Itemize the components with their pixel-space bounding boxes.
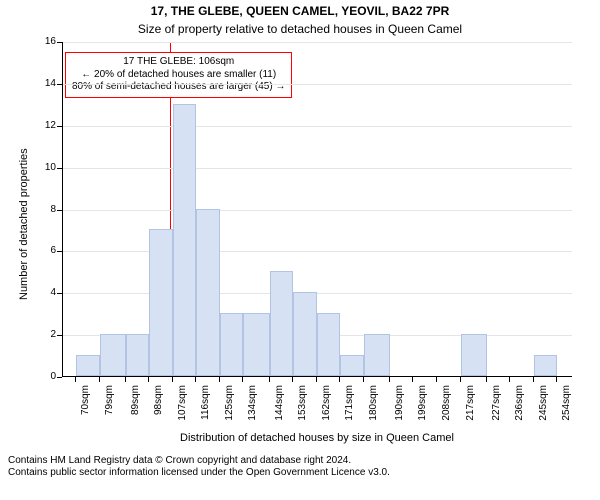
xtick-mark [242,377,243,382]
xtick-label: 180sqm [368,385,379,455]
xtick-label: 162sqm [321,385,332,455]
xtick-mark [389,377,390,382]
histogram-bar [100,334,126,376]
xtick-label: 227sqm [491,385,502,455]
histogram-bar [340,355,364,376]
xtick-mark [75,377,76,382]
histogram-bar [293,292,317,376]
chart-title: Size of property relative to detached ho… [0,22,600,36]
y-axis-label: Number of detached properties [18,148,30,300]
xtick-mark [412,377,413,382]
chart-supertitle: 17, THE GLEBE, QUEEN CAMEL, YEOVIL, BA22… [0,4,600,18]
annotation-line-2: ← 20% of detached houses are smaller (11… [72,69,285,82]
xtick-mark [219,377,220,382]
histogram-bar [126,334,150,376]
ytick-mark [57,126,62,127]
grid-line [63,251,572,252]
xtick-mark [292,377,293,382]
xtick-label: 107sqm [177,385,188,455]
footer-line-1: Contains HM Land Registry data © Crown c… [8,455,390,467]
xtick-label: 98sqm [153,385,164,455]
ytick-mark [57,293,62,294]
ytick-mark [57,377,62,378]
ytick-label: 16 [30,36,56,47]
histogram-bar [196,209,220,377]
xtick-label: 254sqm [561,385,572,455]
annotation-box: 17 THE GLEBE: 106sqm ← 20% of detached h… [65,52,292,98]
xtick-mark [99,377,100,382]
xtick-mark [195,377,196,382]
histogram-bar [461,334,487,376]
xtick-mark [148,377,149,382]
xtick-label: 70sqm [80,385,91,455]
xtick-mark [125,377,126,382]
xtick-label: 144sqm [274,385,285,455]
ytick-label: 8 [30,204,56,215]
xtick-mark [509,377,510,382]
annotation-line-1: 17 THE GLEBE: 106sqm [72,56,285,69]
histogram-bar [364,334,390,376]
ytick-mark [57,335,62,336]
ytick-label: 4 [30,287,56,298]
xtick-mark [556,377,557,382]
xtick-mark [339,377,340,382]
xtick-label: 153sqm [297,385,308,455]
grid-line [63,210,572,211]
grid-line [63,168,572,169]
xtick-mark [486,377,487,382]
xtick-mark [172,377,173,382]
ytick-label: 12 [30,120,56,131]
ytick-mark [57,84,62,85]
xtick-label: 125sqm [224,385,235,455]
xtick-label: 208sqm [441,385,452,455]
xtick-label: 89sqm [130,385,141,455]
grid-line [63,84,572,85]
xtick-label: 190sqm [394,385,405,455]
property-size-histogram: 17, THE GLEBE, QUEEN CAMEL, YEOVIL, BA22… [0,0,600,500]
xtick-mark [316,377,317,382]
xtick-label: 116sqm [200,385,211,455]
ytick-label: 2 [30,329,56,340]
histogram-bar [149,229,173,376]
histogram-bar [534,355,558,376]
ytick-mark [57,251,62,252]
xtick-mark [533,377,534,382]
xtick-label: 134sqm [247,385,258,455]
grid-line [63,126,572,127]
histogram-bar [243,313,269,376]
xtick-mark [460,377,461,382]
histogram-bar [270,271,294,376]
xtick-label: 199sqm [417,385,428,455]
grid-line [63,42,572,43]
footer-attribution: Contains HM Land Registry data © Crown c… [8,455,390,479]
footer-line-2: Contains public sector information licen… [8,467,390,479]
ytick-label: 0 [30,371,56,382]
plot-area: 17 THE GLEBE: 106sqm ← 20% of detached h… [62,42,572,377]
ytick-mark [57,210,62,211]
ytick-mark [57,168,62,169]
histogram-bar [317,313,341,376]
xtick-label: 217sqm [465,385,476,455]
ytick-mark [57,42,62,43]
grid-line [63,293,572,294]
histogram-bar [173,104,197,376]
xtick-label: 79sqm [104,385,115,455]
ytick-label: 14 [30,78,56,89]
xtick-label: 236sqm [514,385,525,455]
histogram-bar [220,313,244,376]
xtick-mark [363,377,364,382]
ytick-label: 10 [30,162,56,173]
histogram-bar [76,355,100,376]
xtick-mark [436,377,437,382]
xtick-label: 171sqm [344,385,355,455]
xtick-mark [269,377,270,382]
xtick-label: 245sqm [538,385,549,455]
ytick-label: 6 [30,245,56,256]
